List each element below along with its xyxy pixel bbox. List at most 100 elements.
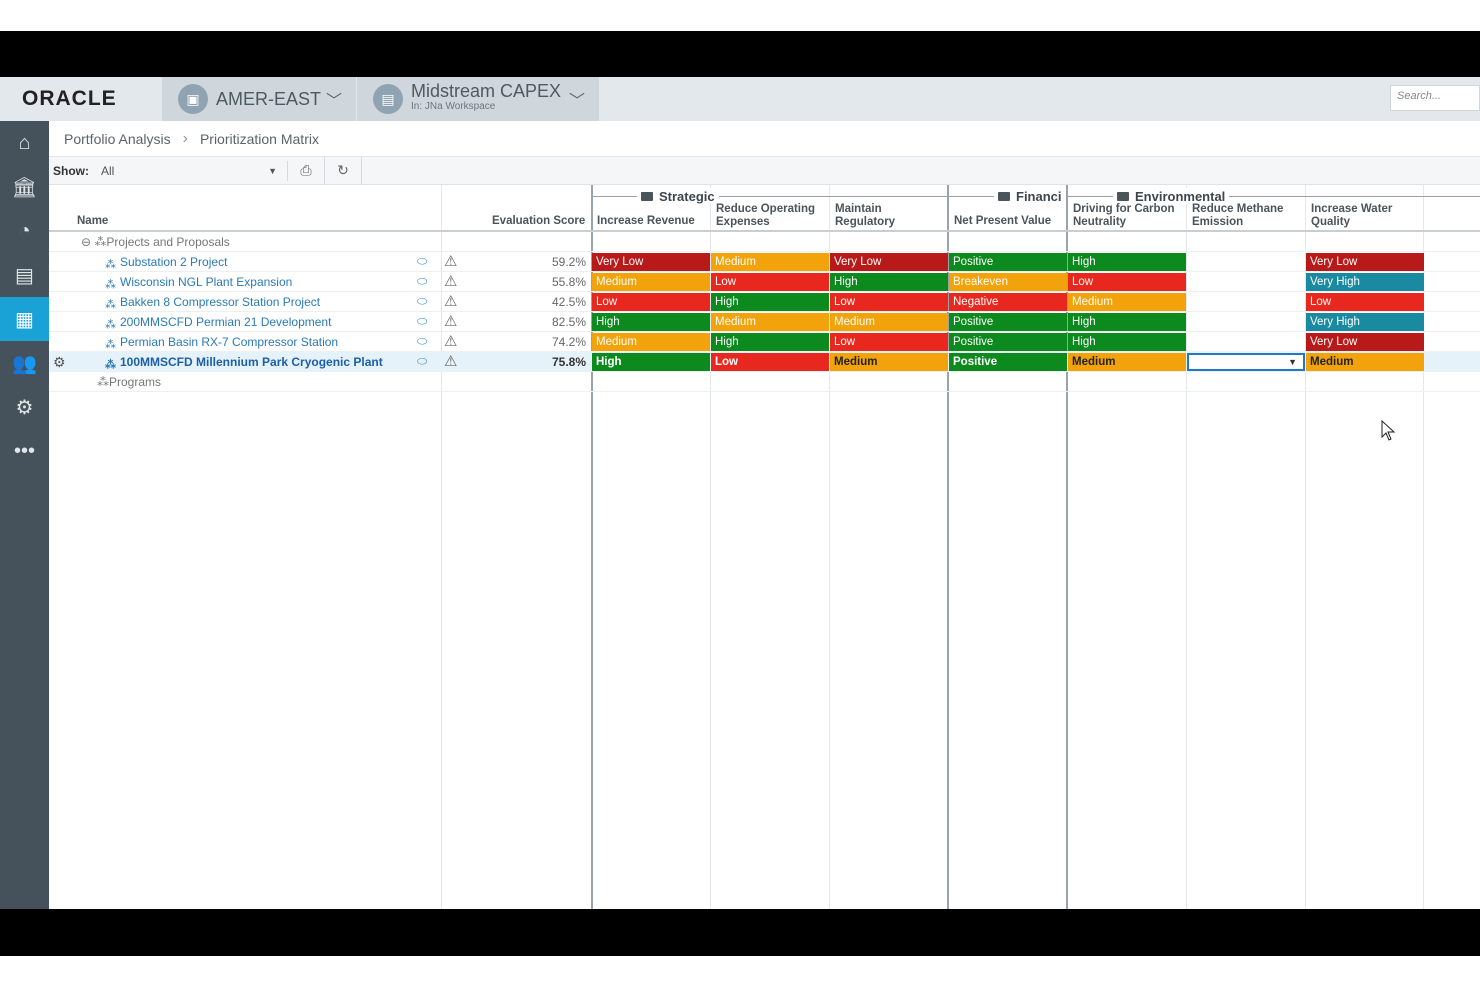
breadcrumb-portfolio-analysis[interactable]: Portfolio Analysis xyxy=(64,130,171,147)
table-row[interactable]: ⁂ Substation 2 Project ⬭ ⚠ 59.2% Very Low Medi… xyxy=(49,252,1480,272)
portfolio-icon[interactable]: ▦ xyxy=(0,297,49,341)
rating-cell[interactable]: Medium xyxy=(830,353,948,371)
project-name-link[interactable]: ⁂ Substation 2 Project xyxy=(105,255,228,271)
rating-cell[interactable]: Very Low xyxy=(592,253,710,271)
warning-icon[interactable]: ⚠ xyxy=(444,293,458,310)
project-name-link[interactable]: ⁂ 200MMSCFD Permian 21 Development xyxy=(105,315,332,331)
rating-cell[interactable]: Medium xyxy=(711,253,829,271)
rating-cell[interactable]: Very Low xyxy=(830,253,948,271)
context-title: AMER-EAST xyxy=(216,88,322,109)
rating-cell[interactable]: High xyxy=(830,273,948,291)
toolbar: Show: All ▼ ⎙ ↻ xyxy=(49,156,1480,185)
rating-cell[interactable]: Low xyxy=(1306,293,1424,311)
project-name-link[interactable]: ⁂ Permian Basin RX-7 Compressor Station xyxy=(105,335,339,351)
comment-icon[interactable]: ⬭ xyxy=(417,274,428,288)
col-divider xyxy=(1305,185,1306,909)
comment-icon[interactable]: ⬭ xyxy=(417,334,428,348)
project-name-link[interactable]: ⁂ Wisconsin NGL Plant Expansion xyxy=(105,275,293,291)
bank-icon[interactable]: 🏛 xyxy=(11,176,38,199)
rating-cell[interactable]: Medium xyxy=(1068,353,1186,371)
rating-cell[interactable]: Very High xyxy=(1306,313,1424,331)
rating-cell[interactable]: Low xyxy=(830,333,948,351)
col-header-maintain-regulatory[interactable]: Maintain Regulatory xyxy=(835,203,896,228)
rating-cell[interactable]: High xyxy=(711,293,829,311)
rating-cell[interactable]: High xyxy=(1068,253,1186,271)
project-name-link[interactable]: ⁂ 100MMSCFD Millennium Park Cryogenic Pla… xyxy=(105,355,383,371)
project-icon: ⁂ xyxy=(105,259,116,271)
tree-group-row[interactable]: ⊖ ⁂Projects and Proposals xyxy=(49,232,1480,252)
tree-group-row[interactable]: ⁂Programs xyxy=(49,372,1480,392)
warning-icon[interactable]: ⚠ xyxy=(444,253,458,270)
rating-cell[interactable]: Negative xyxy=(949,293,1067,311)
search-input[interactable]: Search... xyxy=(1390,85,1480,111)
tree-group-projects[interactable]: ⊖ ⁂Projects and Proposals xyxy=(81,235,230,249)
more-icon[interactable]: ••• xyxy=(13,439,35,462)
rating-cell[interactable]: Positive xyxy=(949,333,1067,351)
print-icon[interactable]: ⎙ xyxy=(288,156,325,185)
rating-cell[interactable]: High xyxy=(711,333,829,351)
refresh-icon[interactable]: ↻ xyxy=(325,156,362,185)
gear-icon[interactable]: ⚙ xyxy=(15,396,34,419)
col-header-increase-revenue[interactable]: Increase Revenue xyxy=(597,215,695,227)
project-icon: ⁂ xyxy=(105,299,116,311)
rating-cell[interactable]: Low xyxy=(1068,273,1186,291)
col-header-npv[interactable]: Net Present Value xyxy=(954,215,1052,227)
document-icon[interactable]: ▤ xyxy=(15,264,34,287)
table-row[interactable]: ⚙ ⁂ 100MMSCFD Millennium Park Cryogenic Pl… xyxy=(49,352,1480,372)
rating-cell[interactable]: Medium xyxy=(592,333,710,351)
rating-cell[interactable]: High xyxy=(592,313,710,331)
chevron-right-icon: › xyxy=(182,129,188,147)
rating-cell[interactable]: Very Low xyxy=(1306,253,1424,271)
warning-icon[interactable]: ⚠ xyxy=(444,353,458,370)
col-header-score[interactable]: Evaluation Score xyxy=(492,215,586,227)
home-icon[interactable]: ⌂ xyxy=(18,131,31,154)
rating-cell[interactable]: Low xyxy=(711,273,829,291)
workspace-selector[interactable]: ▤ Midstream CAPEX In: JNa Workspace ﹀ xyxy=(357,77,599,121)
comment-icon[interactable]: ⬭ xyxy=(417,354,428,368)
rating-cell[interactable]: Medium xyxy=(1306,353,1424,371)
table-row[interactable]: ⁂ Bakken 8 Compressor Station Project ⬭ ⚠ 42… xyxy=(49,292,1480,312)
rating-cell[interactable]: High xyxy=(1068,333,1186,351)
tree-group-programs[interactable]: ⁂Programs xyxy=(97,375,162,389)
comment-icon[interactable]: ⬭ xyxy=(417,314,428,328)
gear-icon[interactable]: ⚙ xyxy=(53,354,66,370)
dashboard-icon[interactable]: ◔ xyxy=(18,219,31,242)
rating-cell[interactable]: Positive xyxy=(949,253,1067,271)
col-header-water-quality[interactable]: Increase Water Quality xyxy=(1311,203,1393,228)
rating-cell[interactable]: Medium xyxy=(830,313,948,331)
col-divider xyxy=(1186,185,1187,909)
table-row[interactable]: ⁂ Permian Basin RX-7 Compressor Station ⬭ ⚠… xyxy=(49,332,1480,352)
rating-cell[interactable]: Low xyxy=(711,353,829,371)
table-row[interactable]: ⁂ 200MMSCFD Permian 21 Development ⬭ ⚠ 82.5%… xyxy=(49,312,1480,332)
chevron-down-icon[interactable]: ﹀ xyxy=(325,93,342,110)
col-header-carbon-neutrality[interactable]: Driving for Carbon Neutrality xyxy=(1073,203,1175,228)
rating-cell[interactable]: Very High xyxy=(1306,273,1424,291)
col-header-methane[interactable]: Reduce Methane Emission xyxy=(1192,203,1284,228)
rating-cell[interactable]: Medium xyxy=(592,273,710,291)
warning-icon[interactable]: ⚠ xyxy=(444,333,458,350)
rating-cell[interactable]: Very Low xyxy=(1306,333,1424,351)
context-selector[interactable]: ▣ AMER-EAST ﹀ xyxy=(162,77,356,121)
rating-cell[interactable]: High xyxy=(592,353,710,371)
rating-cell[interactable]: Medium xyxy=(1068,293,1186,311)
users-icon[interactable]: 👥 xyxy=(12,352,37,375)
chevron-down-icon[interactable]: ﹀ xyxy=(568,93,585,110)
rating-cell[interactable]: Breakeven xyxy=(949,273,1067,291)
rating-dropdown[interactable]: ▼ xyxy=(1187,353,1305,371)
show-select[interactable]: All ▼ xyxy=(101,160,288,181)
col-divider xyxy=(441,185,442,909)
rating-cell[interactable]: High xyxy=(1068,313,1186,331)
rating-cell[interactable]: Low xyxy=(830,293,948,311)
table-row[interactable]: ⁂ Wisconsin NGL Plant Expansion ⬭ ⚠ 55.8% Med… xyxy=(49,272,1480,292)
project-name-link[interactable]: ⁂ Bakken 8 Compressor Station Project xyxy=(105,295,321,311)
rating-cell[interactable]: Low xyxy=(592,293,710,311)
warning-icon[interactable]: ⚠ xyxy=(444,313,458,330)
warning-icon[interactable]: ⚠ xyxy=(444,273,458,290)
comment-icon[interactable]: ⬭ xyxy=(417,294,428,308)
comment-icon[interactable]: ⬭ xyxy=(417,254,428,268)
rating-cell[interactable]: Positive xyxy=(949,353,1067,371)
rating-cell[interactable]: Positive xyxy=(949,313,1067,331)
col-header-reduce-opex[interactable]: Reduce Operating Expenses xyxy=(716,203,816,228)
col-header-name[interactable]: Name xyxy=(77,215,109,227)
rating-cell[interactable]: Medium xyxy=(711,313,829,331)
